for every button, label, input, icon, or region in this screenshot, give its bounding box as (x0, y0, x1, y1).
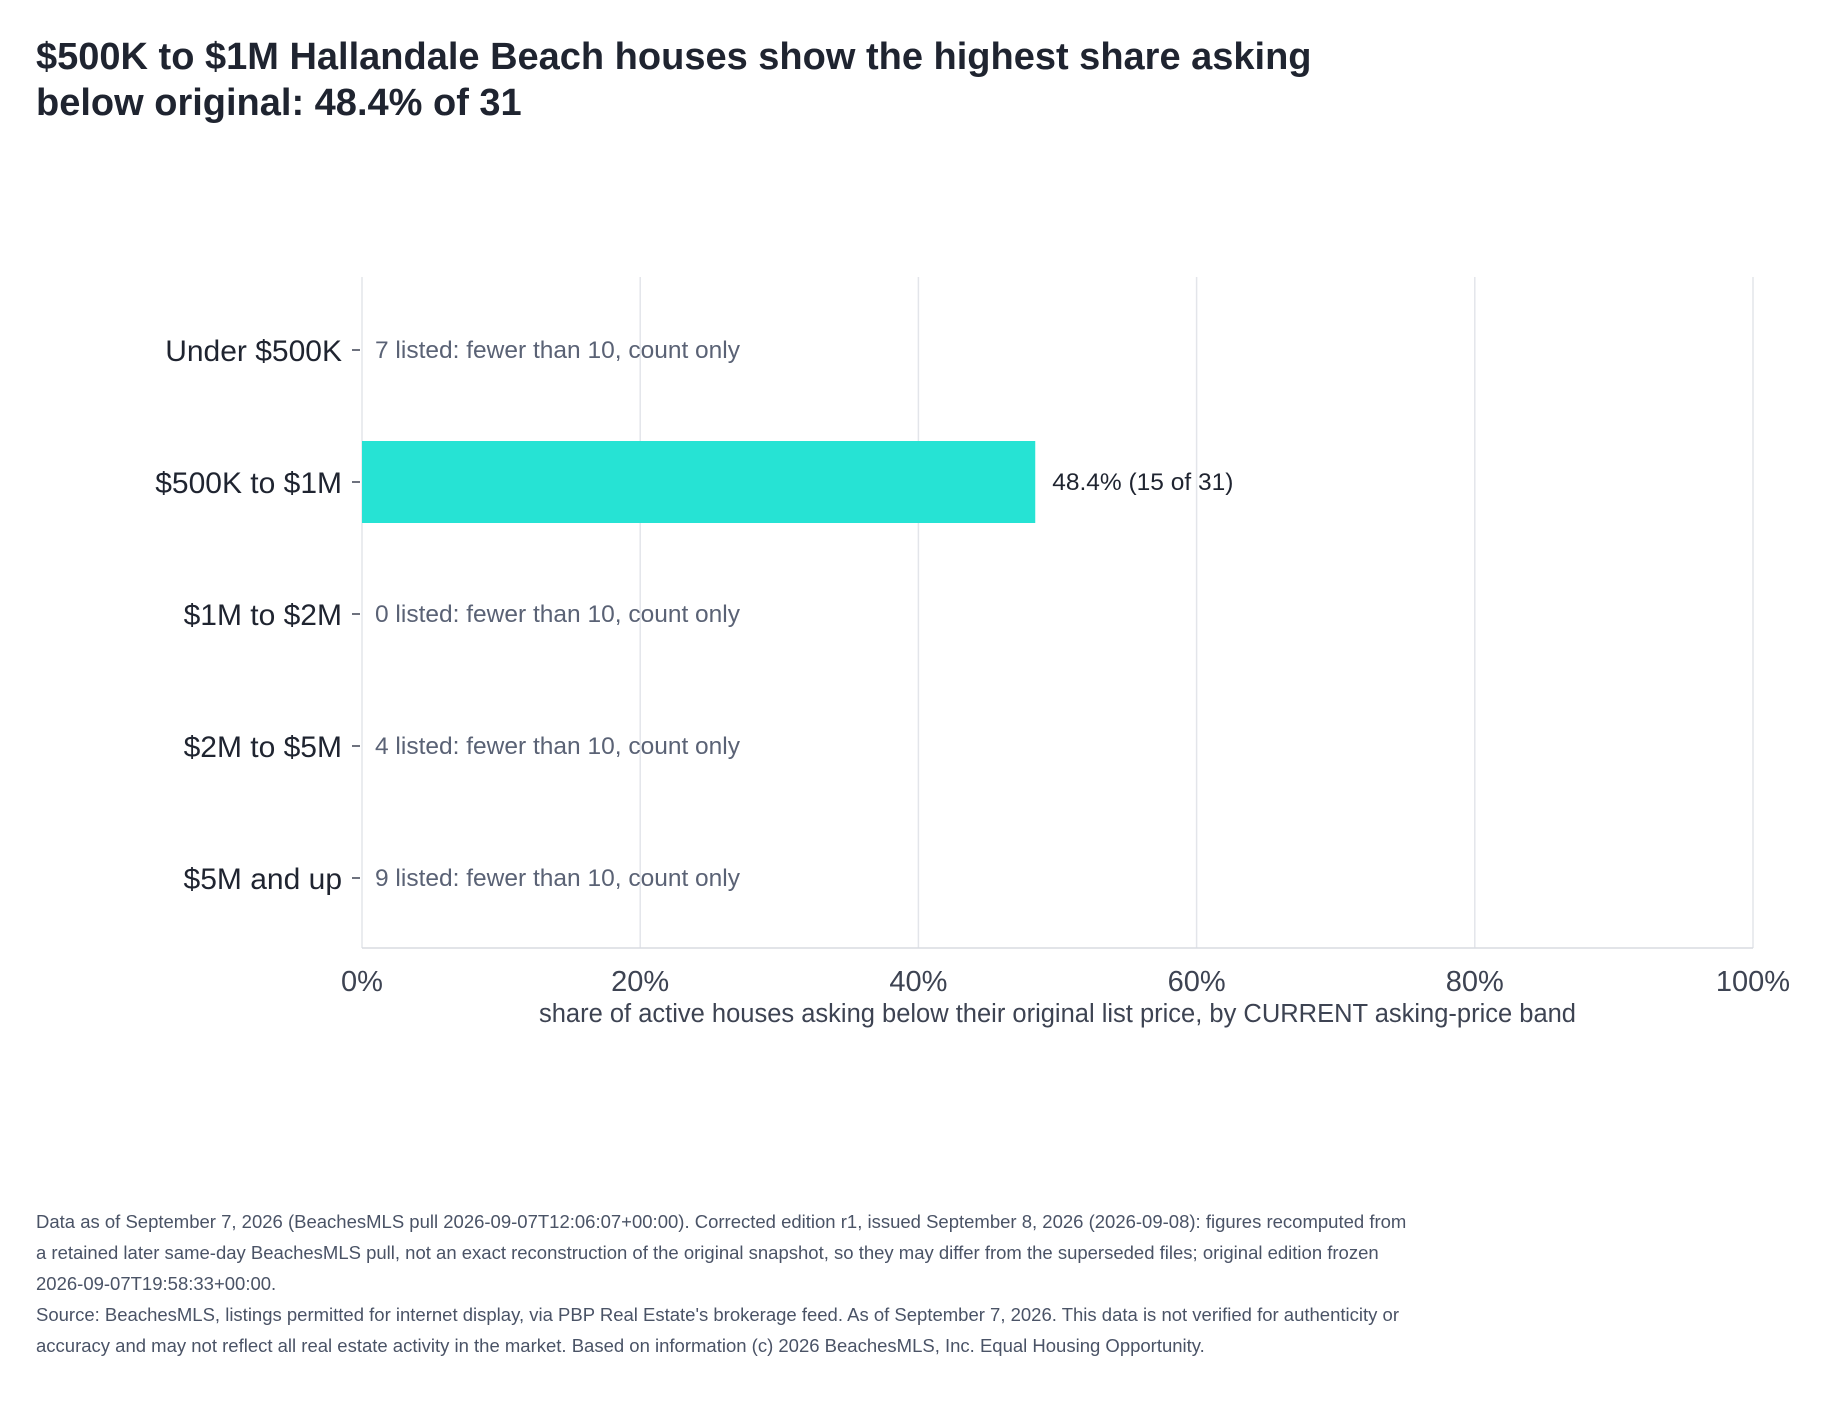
count-only-note: 0 listed: fewer than 10, count only (375, 601, 741, 628)
gridlines (361, 277, 1754, 948)
x-tick-label: 100% (1716, 966, 1790, 998)
x-tick-label: 20% (611, 966, 669, 998)
axes: 0% 20% 40% 60% 80% 100% share of active houses… (155, 335, 1790, 1028)
x-tick-label: 80% (1446, 966, 1504, 998)
category-label: $500K to $1M (155, 467, 342, 500)
category-label: $1M to $2M (184, 599, 342, 632)
footnote-edition-note: Data as of September 7, 2026 (BeachesMLS… (36, 1211, 1407, 1294)
bar (362, 441, 1036, 523)
x-axis-title: share of active houses asking below thei… (539, 1000, 1576, 1028)
category-label: Under $500K (165, 335, 342, 368)
bars (362, 441, 1036, 523)
bar-chart: 7 listed: fewer than 10, count only 48.4%… (155, 277, 1790, 1028)
count-only-note: 7 listed: fewer than 10, count only (375, 337, 741, 364)
bar-value-label: 48.4% (15 of 31) (1052, 469, 1233, 496)
footnote: Data as of September 7, 2026 (BeachesMLS… (36, 1206, 1416, 1361)
chart-title: $500K to $1M Hallandale Beach houses sho… (36, 36, 1312, 124)
count-only-note: 9 listed: fewer than 10, count only (375, 865, 741, 892)
category-label: $2M to $5M (184, 731, 342, 764)
count-only-note: 4 listed: fewer than 10, count only (375, 733, 741, 760)
category-label: $5M and up (184, 863, 342, 896)
x-tick-label: 60% (1168, 966, 1226, 998)
data-labels: 7 listed: fewer than 10, count only 48.4%… (375, 337, 1233, 892)
x-tick-label: 40% (889, 966, 947, 998)
footnote-source-note: Source: BeachesMLS, listings permitted f… (36, 1304, 1399, 1356)
x-tick-label: 0% (341, 966, 383, 998)
